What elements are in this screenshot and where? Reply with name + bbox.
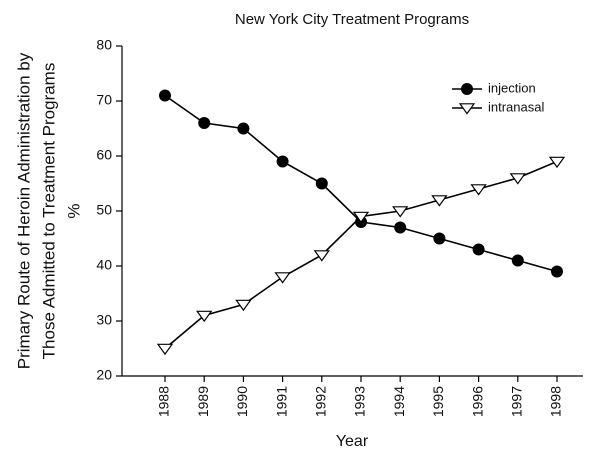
legend-label: intranasal	[488, 99, 544, 114]
point	[198, 117, 211, 129]
point	[196, 310, 213, 323]
y-tick-label: 80	[96, 37, 112, 53]
point	[156, 343, 174, 356]
x-tick-label: 1993	[352, 386, 368, 417]
x-axis-label: Year	[336, 433, 369, 450]
point	[274, 272, 291, 284]
legend-marker	[461, 83, 473, 95]
y-tick-label: 20	[96, 367, 112, 383]
point	[159, 89, 171, 102]
x-tick-label: 1990	[234, 386, 250, 417]
point	[276, 155, 289, 168]
y-tick-label: 30	[96, 312, 112, 328]
y-tick-label: 70	[96, 92, 112, 108]
y-axis-label-line: %	[64, 203, 83, 218]
point	[472, 243, 485, 256]
point	[235, 299, 252, 312]
legend-marker	[458, 103, 476, 115]
point	[315, 177, 328, 190]
y-tick-label: 40	[96, 257, 112, 273]
point	[470, 184, 487, 196]
point	[352, 211, 370, 224]
x-tick-label: 1996	[469, 386, 485, 417]
y-axis-label-line: Primary Route of Heroin Administration b…	[14, 52, 33, 369]
point	[551, 265, 563, 278]
x-tick-label: 1998	[548, 386, 564, 417]
point	[511, 254, 524, 267]
x-tick-label: 1995	[430, 386, 446, 417]
point	[237, 122, 250, 135]
legend-label: injection	[488, 80, 536, 95]
point	[548, 156, 566, 169]
x-tick-label: 1988	[156, 386, 172, 417]
y-axis-label-line: Those Admitted to Treatment Programs	[39, 63, 58, 360]
point	[392, 206, 409, 218]
point	[431, 195, 448, 207]
chart-title: New York City Treatment Programs	[235, 11, 469, 28]
x-tick-label: 1997	[509, 386, 525, 417]
x-tick-label: 1994	[391, 386, 407, 417]
point	[394, 221, 407, 234]
point	[433, 232, 446, 245]
y-tick-label: 50	[96, 202, 112, 218]
point	[509, 173, 526, 185]
x-tick-label: 1992	[313, 386, 329, 417]
y-axis-label: Primary Route of Heroin Administration b…	[14, 52, 83, 369]
y-tick-label: 60	[96, 147, 112, 163]
x-tick-label: 1991	[273, 386, 289, 417]
x-tick-label: 1989	[195, 386, 211, 417]
point	[313, 250, 330, 262]
